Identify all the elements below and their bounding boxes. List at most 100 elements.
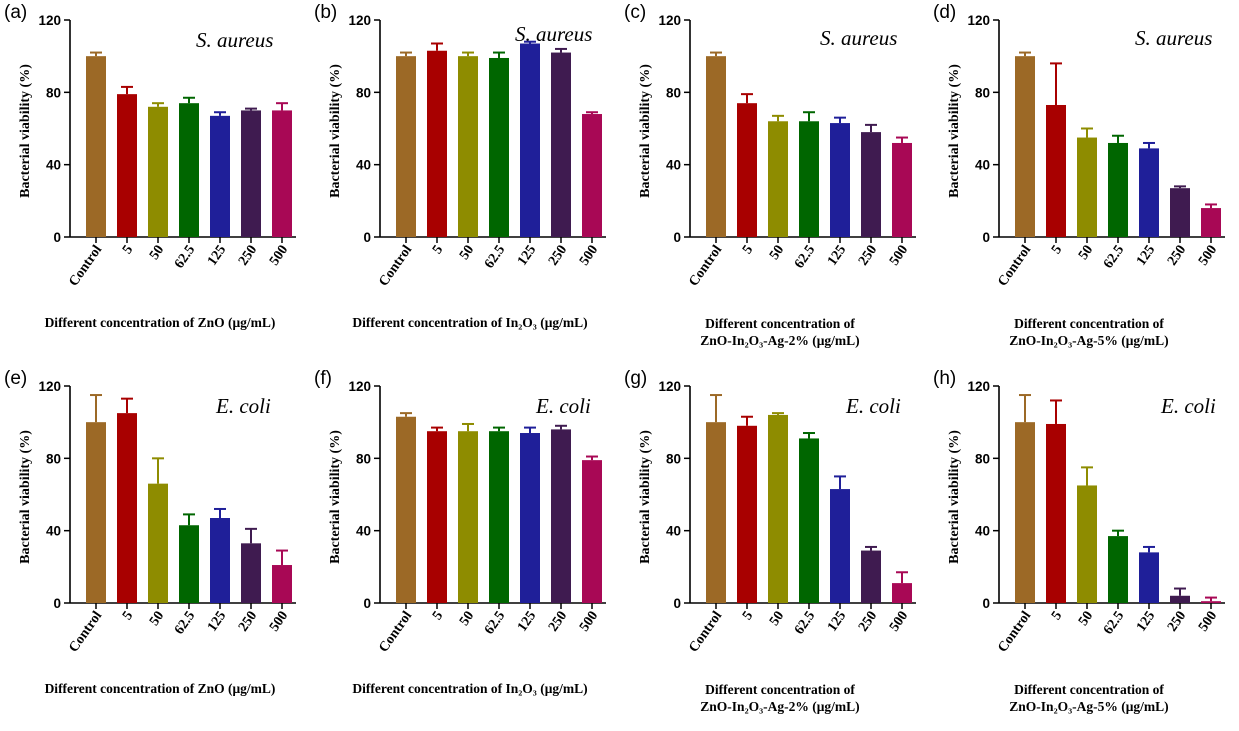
x-axis-label: Different concentration of ZnO (μg/mL) bbox=[10, 680, 310, 697]
panel-label: (f) bbox=[314, 368, 332, 389]
x-tick-label: 50 bbox=[1076, 243, 1096, 263]
y-tick-label: 40 bbox=[46, 158, 61, 173]
y-tick-label: 0 bbox=[53, 596, 61, 611]
y-tick-label: 40 bbox=[975, 524, 990, 539]
x-tick-label: Control bbox=[995, 243, 1034, 290]
y-tick-label: 120 bbox=[348, 13, 371, 28]
y-tick-label: 0 bbox=[363, 596, 371, 611]
x-tick-label: 250 bbox=[856, 243, 880, 269]
x-tick-label: Control bbox=[995, 609, 1034, 656]
bar bbox=[892, 583, 912, 603]
bar-chart: 0 40 80 120 Control 5 50 62.5 125 250 500 bbox=[658, 379, 916, 656]
x-tick-label: 125 bbox=[825, 243, 849, 269]
bar bbox=[1201, 601, 1221, 603]
y-tick-label: 40 bbox=[46, 524, 61, 539]
x-axis-label: Different concentration of ZnO-In₂O₃-Ag-… bbox=[939, 681, 1239, 715]
bar bbox=[117, 94, 137, 238]
x-tick-label: 500 bbox=[267, 243, 291, 269]
x-axis-label-line: Different concentration of bbox=[705, 682, 855, 697]
organism-label: E. coli bbox=[536, 394, 591, 418]
x-axis-label: Different concentration of In₂O₃ (μg/mL) bbox=[320, 314, 620, 331]
x-tick-label: 50 bbox=[147, 609, 167, 629]
y-tick-label: 80 bbox=[975, 451, 990, 466]
panel-label: (a) bbox=[4, 2, 28, 23]
x-tick-label: 125 bbox=[1134, 243, 1158, 269]
bar bbox=[427, 431, 447, 603]
x-tick-label: 50 bbox=[457, 609, 477, 629]
bar bbox=[1015, 422, 1035, 603]
y-tick-label: 120 bbox=[967, 13, 990, 28]
bar bbox=[241, 543, 261, 603]
bar bbox=[427, 50, 447, 237]
organism-label: E. coli bbox=[1161, 394, 1216, 418]
bar-chart: 0 40 80 120 Control 5 50 62.5 125 250 500 bbox=[658, 13, 916, 289]
y-tick-label: 0 bbox=[982, 596, 990, 611]
bar bbox=[489, 57, 509, 237]
y-tick-label: 120 bbox=[38, 13, 61, 28]
bar bbox=[551, 429, 571, 603]
x-axis-label-line: Different concentration of ZnO (μg/mL) bbox=[44, 315, 276, 330]
y-tick-label: 120 bbox=[38, 379, 61, 394]
bar bbox=[396, 416, 416, 603]
y-tick-label: 80 bbox=[356, 85, 371, 100]
x-tick-label: Control bbox=[66, 243, 105, 290]
x-tick-label: 62.5 bbox=[1101, 609, 1127, 638]
y-tick-label: 120 bbox=[348, 379, 371, 394]
panel-label: (g) bbox=[624, 368, 648, 389]
x-tick-label: 62.5 bbox=[172, 243, 198, 272]
x-tick-label: 62.5 bbox=[482, 609, 508, 638]
bar bbox=[1170, 188, 1190, 237]
x-tick-label: 5 bbox=[740, 609, 756, 623]
bar bbox=[830, 123, 850, 237]
panel-h: (h) E. coli Bacterial viability (%) 0 40 8… bbox=[929, 366, 1239, 731]
y-tick-label: 80 bbox=[356, 451, 371, 466]
x-tick-label: 250 bbox=[1165, 243, 1189, 269]
panel-label: (d) bbox=[933, 2, 957, 23]
x-tick-label: Control bbox=[376, 609, 415, 656]
bar bbox=[272, 565, 292, 603]
x-tick-label: 50 bbox=[147, 243, 167, 263]
x-axis-label: Different concentration of ZnO-In₂O₃-Ag-… bbox=[630, 315, 930, 349]
x-tick-label: 5 bbox=[1049, 609, 1065, 623]
panel-label: (b) bbox=[314, 2, 338, 23]
bar bbox=[148, 483, 168, 603]
x-axis-label-line: Different concentration of bbox=[1014, 682, 1164, 697]
organism-label: S. aureus bbox=[1135, 26, 1213, 50]
bar bbox=[520, 43, 540, 238]
y-tick-label: 40 bbox=[666, 158, 681, 173]
bar bbox=[768, 414, 788, 603]
y-tick-label: 40 bbox=[356, 524, 371, 539]
y-tick-label: 120 bbox=[658, 13, 681, 28]
panel-label: (c) bbox=[624, 2, 647, 23]
organism-label: S. aureus bbox=[196, 28, 274, 52]
x-tick-label: 50 bbox=[457, 243, 477, 263]
x-tick-label: 125 bbox=[205, 243, 229, 269]
x-tick-label: 5 bbox=[120, 609, 136, 623]
bar bbox=[396, 56, 416, 237]
x-tick-label: 125 bbox=[205, 609, 229, 635]
x-tick-label: 5 bbox=[120, 243, 136, 257]
bar bbox=[210, 115, 230, 237]
bar bbox=[799, 121, 819, 237]
bar bbox=[520, 433, 540, 603]
y-tick-label: 40 bbox=[666, 524, 681, 539]
bar bbox=[1201, 208, 1221, 237]
panel-f: (f) E. coli Bacterial viability (%) 0 40 8… bbox=[310, 366, 620, 731]
bar bbox=[210, 518, 230, 603]
bar-chart: 0 40 80 120 Control 5 50 62.5 125 250 500 bbox=[967, 379, 1225, 656]
y-tick-label: 0 bbox=[673, 596, 681, 611]
bar bbox=[737, 425, 757, 603]
x-tick-label: 50 bbox=[767, 609, 787, 629]
bar bbox=[1170, 595, 1190, 603]
bar bbox=[706, 422, 726, 603]
x-tick-label: 62.5 bbox=[172, 609, 198, 638]
x-tick-label: Control bbox=[686, 609, 725, 656]
panel-label: (e) bbox=[4, 368, 28, 389]
x-tick-label: 5 bbox=[430, 609, 446, 623]
bar bbox=[582, 114, 602, 237]
x-axis-label: Different concentration of ZnO (μg/mL) bbox=[10, 314, 310, 331]
bar bbox=[861, 550, 881, 603]
bar-chart: 0 40 80 120 Control 5 50 62.5 125 250 500 bbox=[38, 379, 296, 655]
